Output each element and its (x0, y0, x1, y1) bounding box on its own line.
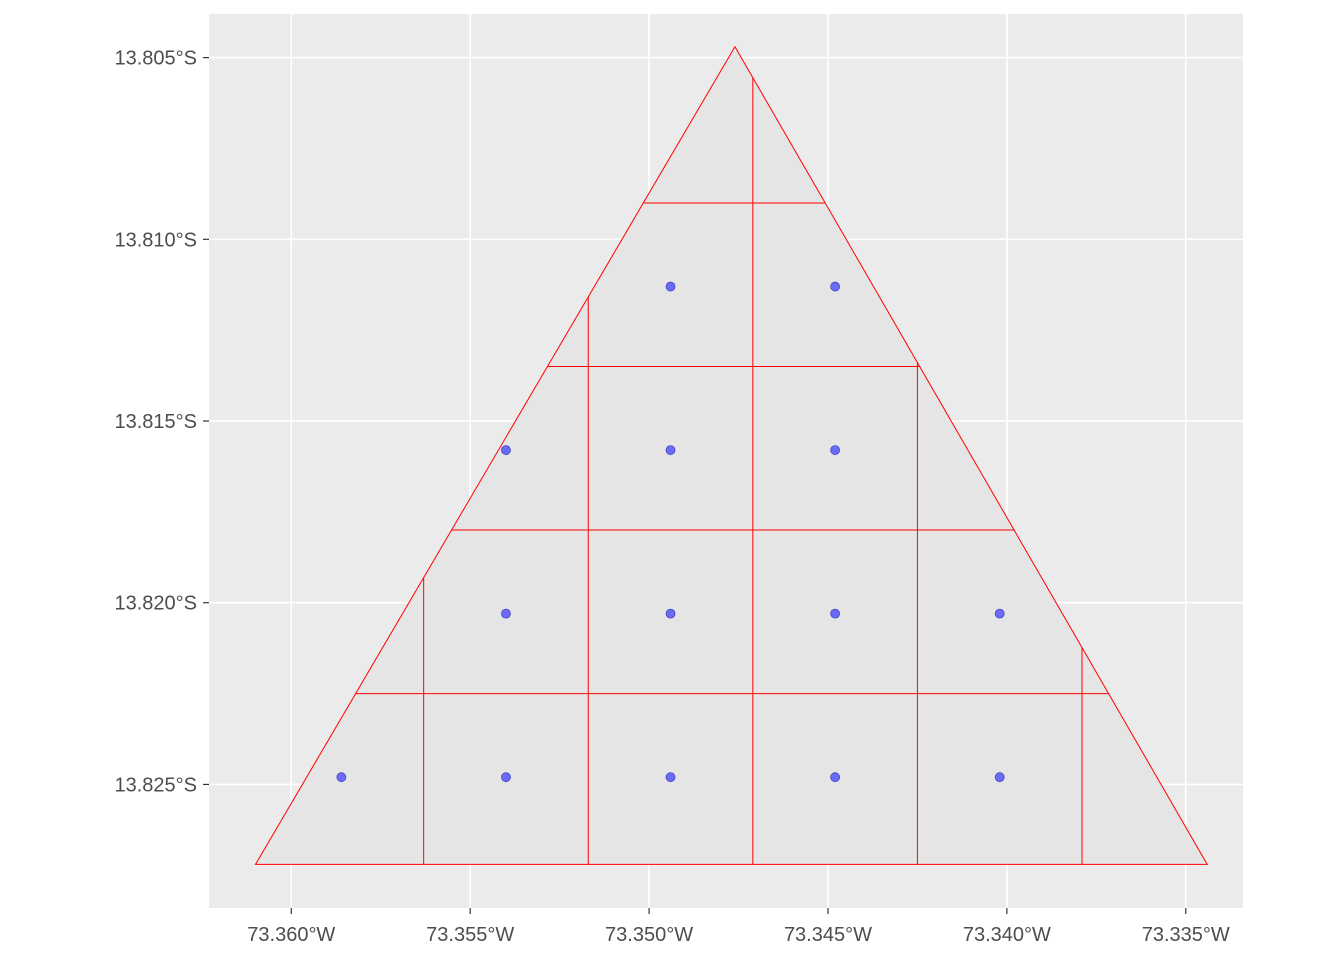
x-tick-label: 73.340°W (963, 924, 1051, 946)
data-point (501, 608, 511, 619)
x-tick-label: 73.355°W (426, 924, 514, 946)
x-tick-label: 73.345°W (784, 924, 872, 946)
y-tick-label: 13.825°S (114, 774, 197, 796)
data-point (501, 772, 511, 783)
data-point (830, 445, 841, 455)
y-tick-label: 13.810°S (114, 229, 197, 251)
data-point (665, 281, 676, 292)
y-tick-label: 13.815°S (114, 411, 197, 433)
data-point (830, 281, 841, 292)
y-tick-label: 13.820°S (114, 593, 197, 615)
centroid-points (336, 281, 1005, 783)
triangle-region (254, 45, 1209, 865)
x-tick-label: 73.360°W (247, 924, 335, 946)
data-point (665, 445, 676, 455)
data-point (830, 608, 841, 619)
data-point (830, 772, 841, 783)
x-axis: 73.360°W 73.355°W 73.350°W 73.345°W 73.340°W… (247, 908, 1230, 946)
data-point (994, 772, 1005, 783)
y-tick-label: 13.805°S (114, 48, 197, 70)
grid-cells (355, 77, 1109, 865)
y-axis: 13.805°S 13.810°S 13.815°S 13.820°S 13.825°S (114, 48, 209, 796)
data-point (336, 772, 347, 783)
data-point (994, 608, 1005, 619)
data-point (665, 608, 676, 619)
x-tick-label: 73.350°W (605, 924, 693, 946)
data-point (501, 445, 511, 455)
data-point (665, 772, 676, 783)
x-tick-label: 73.335°W (1142, 924, 1230, 946)
